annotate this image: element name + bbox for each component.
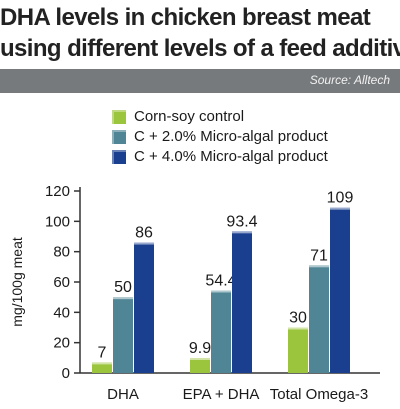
y-tick-label-100: 100 [45, 213, 70, 230]
bar-highlight-epa-dha-c-2-0-micro-algal-product [211, 290, 231, 293]
data-label-epa-dha-c-2-0-micro-algal-product: 54.4 [205, 272, 236, 289]
data-label-dha-c-4-0-micro-algal-product: 86 [135, 225, 153, 242]
y-tick-label-80: 80 [53, 244, 70, 261]
bar-total-omega-3-c-2-0-micro-algal-product [309, 265, 329, 373]
bar-highlight-dha-c-2-0-micro-algal-product [113, 297, 133, 300]
bar-epa-dha-corn-soy-control [190, 357, 210, 373]
legend-swatch-4pct [112, 150, 126, 164]
x-tick-label-epa-dha: EPA + DHA [183, 386, 260, 403]
x-tick-label-total-omega-3: Total Omega-3 [270, 386, 368, 403]
legend-swatch-2pct [112, 130, 126, 144]
data-label-dha-corn-soy-control: 7 [98, 344, 107, 361]
legend-label-control: Corn-soy control [134, 108, 245, 125]
bar-highlight-dha-c-4-0-micro-algal-product [134, 242, 154, 245]
bar-epa-dha-c-2-0-micro-algal-product [211, 290, 231, 373]
bar-highlight-epa-dha-c-4-0-micro-algal-product [232, 231, 252, 234]
chart-title-line-1: DHA levels in chicken breast meat [0, 4, 371, 31]
legend-swatch-control [112, 110, 126, 124]
bar-total-omega-3-c-4-0-micro-algal-product [330, 207, 350, 373]
bar-highlight-dha-corn-soy-control [92, 362, 112, 365]
x-tick-label-dha: DHA [107, 386, 139, 403]
bar-chart: 0 20 40 60 80 100 120 mg/100g meat 7 50 86 DHA 9.9 54… [9, 183, 380, 403]
y-tick-label-20: 20 [53, 335, 70, 352]
legend-label-2pct: C + 2.0% Micro-algal product [134, 128, 328, 145]
y-axis-title: mg/100g meat [9, 237, 25, 327]
source-credit: Source: Alltech [309, 73, 390, 87]
bar-highlight-total-omega-3-corn-soy-control [288, 327, 308, 330]
source-bar: Source: Alltech [0, 69, 400, 93]
legend-label-4pct: C + 4.0% Micro-algal product [134, 148, 328, 165]
data-label-total-omega-3-c-4-0-micro-algal-product: 109 [327, 190, 354, 207]
y-tick-label-0: 0 [62, 365, 70, 382]
bar-dha-c-2-0-micro-algal-product [113, 297, 133, 373]
y-tick-label-60: 60 [53, 274, 70, 291]
bar-dha-corn-soy-control [92, 362, 112, 373]
bar-epa-dha-c-4-0-micro-algal-product [232, 231, 252, 373]
data-label-total-omega-3-corn-soy-control: 30 [289, 310, 307, 327]
bar-highlight-total-omega-3-c-4-0-micro-algal-product [330, 207, 350, 210]
chart-title: DHA levels in chicken breast meat using … [0, 2, 400, 64]
y-tick-label-40: 40 [53, 304, 70, 321]
chart-title-line-2: using different levels of a feed additiv… [0, 35, 400, 62]
bar-highlight-epa-dha-corn-soy-control [190, 357, 210, 360]
bar-highlight-total-omega-3-c-2-0-micro-algal-product [309, 265, 329, 268]
data-label-total-omega-3-c-2-0-micro-algal-product: 71 [310, 247, 328, 264]
y-tick-label-120: 120 [45, 183, 70, 200]
bar-dha-c-4-0-micro-algal-product [134, 242, 154, 373]
data-label-epa-dha-c-4-0-micro-algal-product: 93.4 [226, 213, 257, 230]
bar-total-omega-3-corn-soy-control [288, 327, 308, 373]
data-label-epa-dha-corn-soy-control: 9.9 [189, 340, 211, 357]
data-label-dha-c-2-0-micro-algal-product: 50 [114, 279, 132, 296]
